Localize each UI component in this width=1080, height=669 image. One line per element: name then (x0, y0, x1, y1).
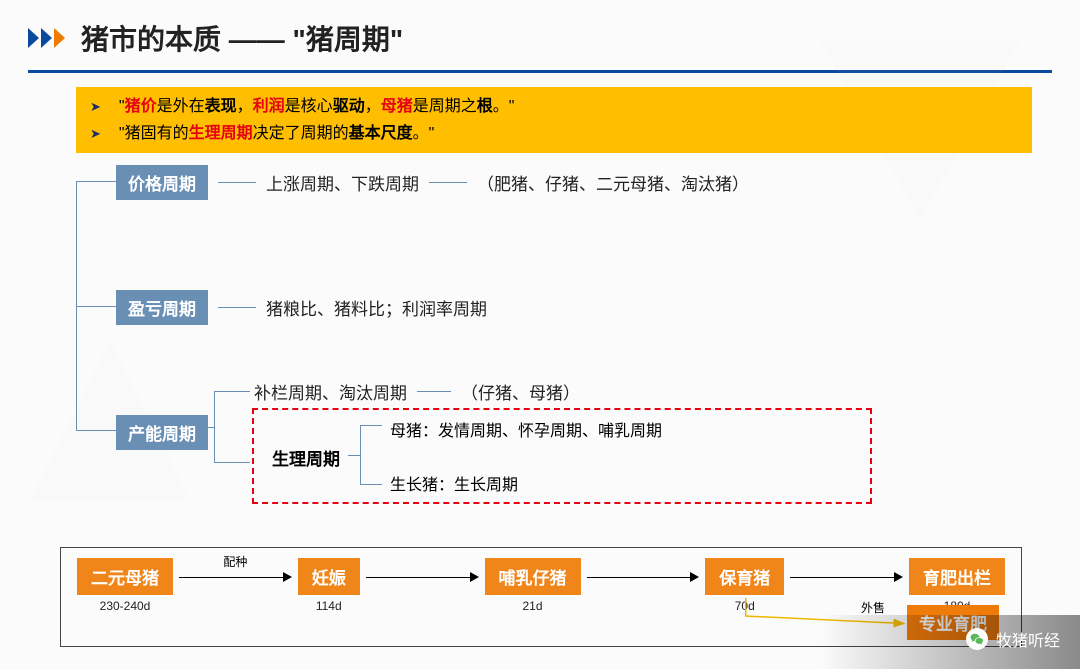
lifecycle-stage: 二元母猪 230-240d (77, 558, 173, 613)
stage-box: 哺乳仔猪 (485, 558, 581, 595)
cycle-price-label: 价格周期 (116, 165, 208, 200)
cycle-diagram: 价格周期 上涨周期、下跌周期 （肥猪、仔猪、二元母猪、淘汰猪） 盈亏周期 猪粮比… (76, 171, 1052, 501)
stage-box: 二元母猪 (77, 558, 173, 595)
callout-box: ➤ "猪价是外在表现，利润是核心驱动，母猪是周期之根。" ➤ "猪固有的生理周期… (76, 87, 1032, 153)
cycle-profit-label: 盈亏周期 (116, 290, 208, 325)
arrow-icon (790, 568, 903, 586)
bullet-icon: ➤ (90, 123, 101, 145)
cycle-profit-detail: 猪粮比、猪料比；利润率周期 (266, 295, 487, 320)
lifecycle-stage: 保育猪 70d (705, 558, 784, 613)
capacity-top-detail: 补栏周期、淘汰周期 (254, 379, 407, 404)
arrow-icon (587, 568, 700, 586)
stage-duration: 70d (735, 599, 755, 613)
branch-edge-label: 外售 (861, 599, 885, 616)
cycle-capacity-label: 产能周期 (116, 415, 208, 450)
cycle-price-note: （肥猪、仔猪、二元母猪、淘汰猪） (477, 170, 749, 195)
stage-box: 妊娠 (298, 558, 360, 595)
stage-box: 保育猪 (705, 558, 784, 595)
stage-duration: 114d (316, 599, 342, 613)
stage-box: 育肥出栏 (909, 558, 1005, 595)
watermark-text: 牧猪听经 (996, 627, 1060, 651)
physiology-grow: 生长猪：生长周期 (390, 471, 518, 495)
capacity-top-note: （仔猪、母猪） (461, 379, 580, 404)
lifecycle-stage: 妊娠 114d (298, 558, 360, 613)
stage-duration: 230-240d (100, 599, 151, 613)
callout-line-1: "猪价是外在表现，利润是核心驱动，母猪是周期之根。" (119, 93, 515, 120)
stage-duration: 21d (522, 599, 542, 613)
arrow-icon (366, 568, 479, 586)
cycle-price-detail: 上涨周期、下跌周期 (266, 170, 419, 195)
bullet-icon: ➤ (90, 96, 101, 118)
callout-line-2: "猪固有的生理周期决定了周期的基本尺度。" (119, 120, 434, 147)
watermark: 牧猪听经 (966, 627, 1060, 651)
main-bracket (76, 181, 116, 431)
page-title: 猪市的本质 —— "猪周期" (81, 18, 403, 58)
physiology-sow: 母猪：发情周期、怀孕周期、哺乳周期 (390, 417, 662, 441)
wechat-icon (966, 628, 988, 650)
arrow-icon: 配种 (179, 568, 292, 586)
physiology-bracket (360, 425, 382, 485)
chevron-icon (28, 28, 65, 48)
lifecycle-stage: 哺乳仔猪 21d (485, 558, 581, 613)
physiology-label: 生理周期 (272, 445, 340, 470)
